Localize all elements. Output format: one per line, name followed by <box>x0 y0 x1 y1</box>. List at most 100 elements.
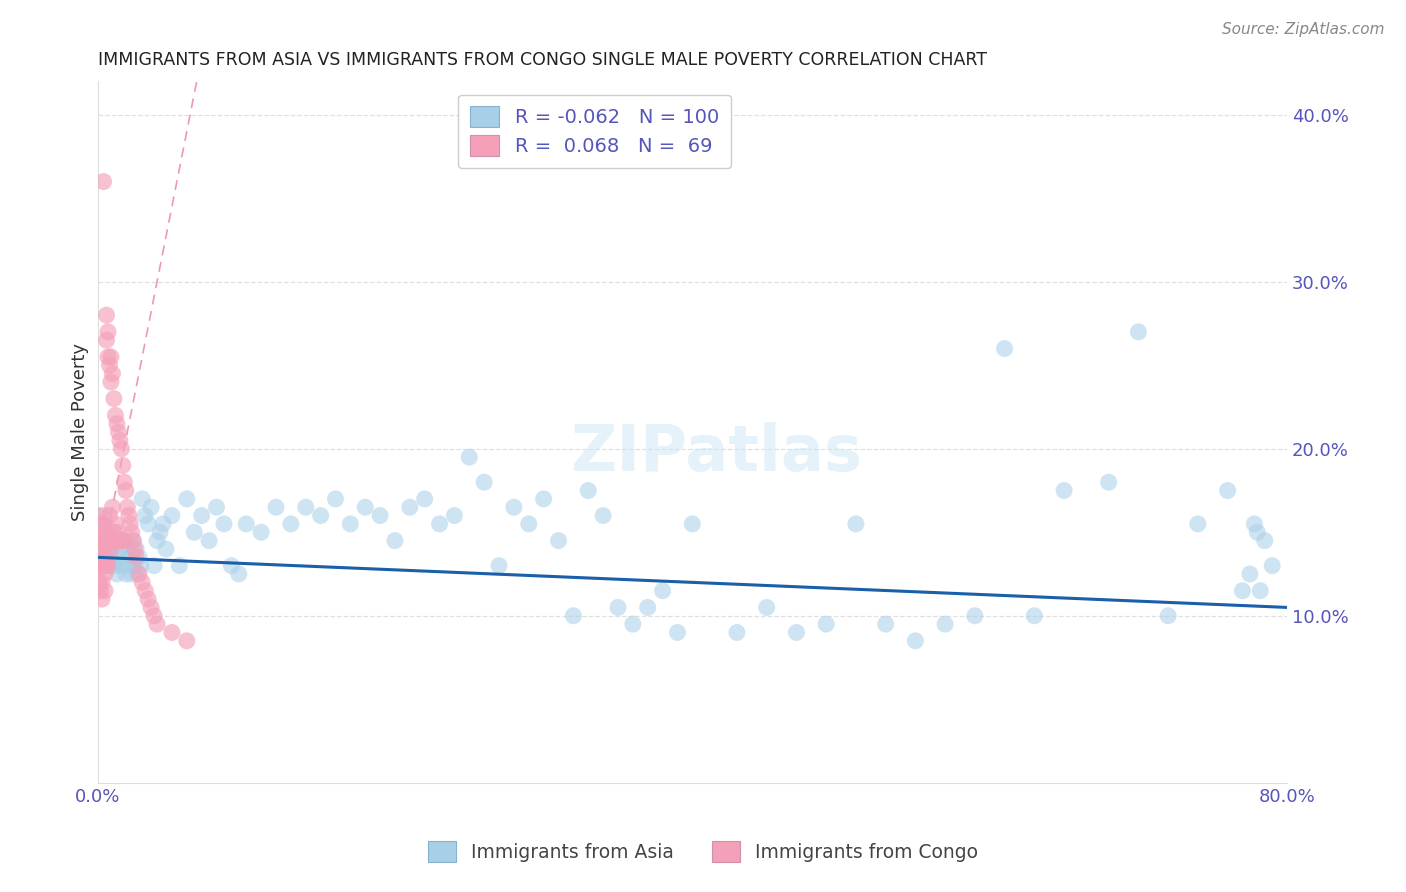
Point <box>134 583 156 598</box>
Point <box>112 550 135 565</box>
Point <box>136 592 159 607</box>
Point <box>146 617 169 632</box>
Point <box>637 600 659 615</box>
Point <box>845 516 868 531</box>
Point <box>139 500 162 515</box>
Point <box>125 550 148 565</box>
Point <box>96 558 118 573</box>
Point <box>212 516 235 531</box>
Point <box>98 541 121 556</box>
Point <box>354 500 377 515</box>
Point <box>176 633 198 648</box>
Point <box>100 350 122 364</box>
Point <box>94 550 117 565</box>
Point <box>264 500 287 515</box>
Point <box>1243 516 1265 531</box>
Point <box>118 508 141 523</box>
Point <box>1232 583 1254 598</box>
Point <box>1098 475 1121 490</box>
Point <box>103 392 125 406</box>
Point <box>87 508 110 523</box>
Point <box>112 475 135 490</box>
Point <box>533 491 555 506</box>
Point <box>607 600 630 615</box>
Point <box>104 409 127 423</box>
Point <box>101 500 124 515</box>
Point <box>107 425 129 439</box>
Point <box>458 450 481 464</box>
Point <box>993 342 1015 356</box>
Point <box>105 417 128 431</box>
Point <box>120 550 142 565</box>
Point <box>190 508 212 523</box>
Point <box>325 491 347 506</box>
Point <box>124 541 146 556</box>
Point <box>128 550 150 565</box>
Point <box>121 525 143 540</box>
Point <box>114 483 136 498</box>
Point <box>280 516 302 531</box>
Text: ZIPatlas: ZIPatlas <box>569 422 862 484</box>
Point <box>443 508 465 523</box>
Point <box>91 575 114 590</box>
Legend: R = -0.062   N = 100, R =  0.068   N =  69: R = -0.062 N = 100, R = 0.068 N = 69 <box>458 95 731 168</box>
Point <box>91 533 114 548</box>
Point <box>143 608 166 623</box>
Point <box>114 567 136 582</box>
Point <box>93 508 115 523</box>
Point <box>755 600 778 615</box>
Point <box>96 533 118 548</box>
Point <box>1261 558 1284 573</box>
Point <box>108 434 131 448</box>
Point <box>1249 583 1271 598</box>
Point <box>97 558 120 573</box>
Point <box>815 617 838 632</box>
Point <box>87 550 110 565</box>
Point <box>143 558 166 573</box>
Point <box>125 541 148 556</box>
Point <box>90 583 112 598</box>
Point <box>681 516 703 531</box>
Point <box>93 175 115 189</box>
Point <box>117 558 139 573</box>
Point <box>96 333 118 347</box>
Point <box>122 533 145 548</box>
Point <box>94 567 117 582</box>
Point <box>97 525 120 540</box>
Point <box>105 567 128 582</box>
Point <box>472 475 495 490</box>
Point <box>309 508 332 523</box>
Point <box>205 500 228 515</box>
Point <box>666 625 689 640</box>
Point <box>111 533 134 548</box>
Point <box>127 567 149 582</box>
Point <box>107 533 129 548</box>
Point <box>94 525 117 540</box>
Point <box>103 525 125 540</box>
Point <box>103 533 125 548</box>
Point <box>91 558 114 573</box>
Point <box>110 533 132 548</box>
Point <box>134 508 156 523</box>
Point <box>110 558 132 573</box>
Point <box>160 625 183 640</box>
Point <box>413 491 436 506</box>
Point <box>111 458 134 473</box>
Point <box>94 583 117 598</box>
Point <box>149 525 172 540</box>
Point <box>131 491 153 506</box>
Point <box>122 533 145 548</box>
Point <box>963 608 986 623</box>
Point <box>93 541 115 556</box>
Point <box>139 600 162 615</box>
Point <box>621 617 644 632</box>
Point <box>294 500 316 515</box>
Point <box>128 567 150 582</box>
Point <box>104 516 127 531</box>
Point <box>198 533 221 548</box>
Point <box>1216 483 1239 498</box>
Point <box>129 558 152 573</box>
Point <box>725 625 748 640</box>
Point <box>169 558 191 573</box>
Point <box>108 533 131 548</box>
